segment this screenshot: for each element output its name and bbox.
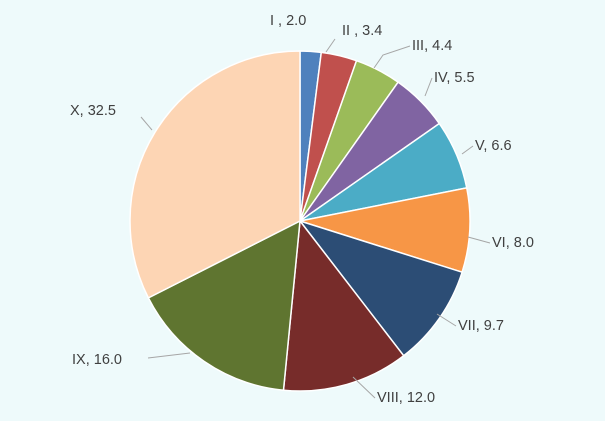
leader-line-viii xyxy=(352,376,376,399)
leader-line-x xyxy=(140,116,153,131)
slices-layer xyxy=(129,50,471,392)
leader-line-vi xyxy=(467,236,491,244)
leader-lines-layer xyxy=(140,38,491,399)
data-label-ix: IX, 16.0 xyxy=(72,352,122,368)
leader-line-iv xyxy=(424,77,433,97)
pie-slice-x xyxy=(129,50,301,299)
data-label-i: I , 2.0 xyxy=(270,13,306,29)
data-label-v: V, 6.6 xyxy=(475,138,512,154)
leader-line-v xyxy=(461,145,474,155)
data-label-vii: VII, 9.7 xyxy=(458,318,504,334)
leader-line-ii xyxy=(325,38,336,53)
data-label-vi: VI, 8.0 xyxy=(492,235,534,251)
pie-slice-vii xyxy=(297,219,464,357)
leader-line-iii xyxy=(373,45,411,69)
leader-line-vii xyxy=(436,313,457,327)
data-label-x: X, 32.5 xyxy=(70,103,116,119)
data-label-iii: III, 4.4 xyxy=(412,38,452,54)
pie-slice-viii xyxy=(282,219,405,392)
leader-line-ix xyxy=(147,352,191,359)
data-label-viii: VIII, 12.0 xyxy=(377,390,435,406)
pie-slice-ix xyxy=(147,219,301,392)
data-label-ii: II , 3.4 xyxy=(342,23,382,39)
data-labels-layer: I , 2.0 II , 3.4 III, 4.4 IV, 5.5 V, 6.6 VI, … xyxy=(70,13,534,406)
data-label-iv: IV, 5.5 xyxy=(434,70,475,86)
